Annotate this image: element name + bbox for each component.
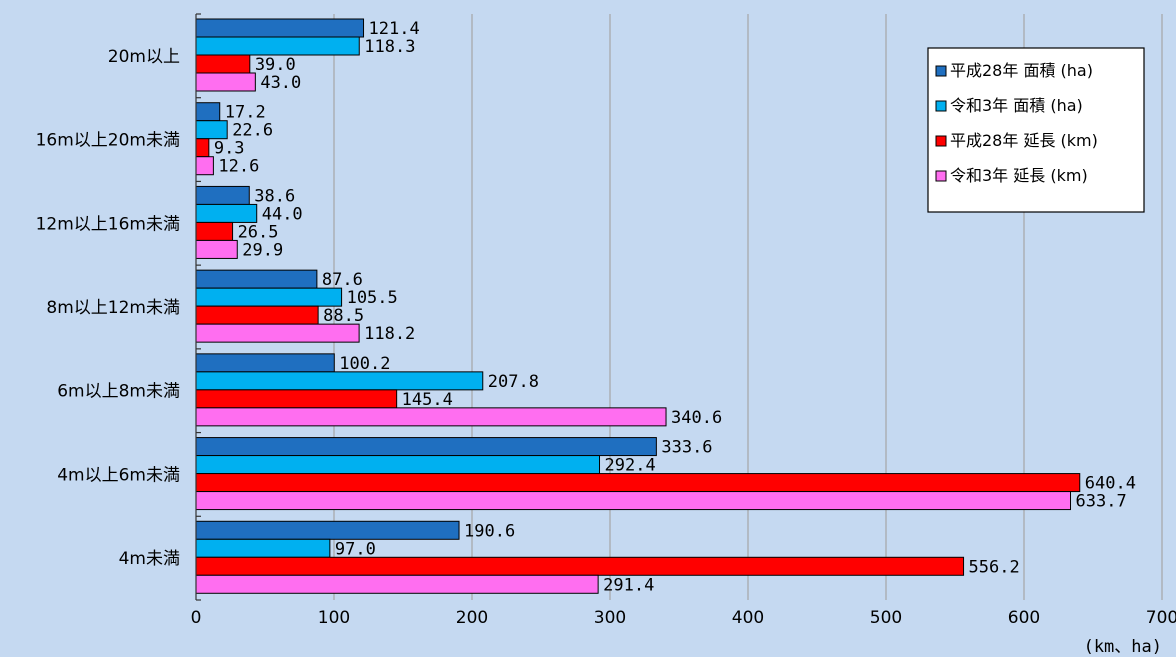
bar-2-0 — [196, 186, 249, 204]
data-label-0-3: 43.0 — [260, 73, 301, 93]
bar-1-2 — [196, 139, 209, 157]
bar-6-1 — [196, 539, 330, 557]
bar-0-3 — [196, 73, 255, 91]
bar-3-2 — [196, 306, 318, 324]
data-label-6-0: 190.6 — [464, 521, 515, 541]
bar-6-2 — [196, 557, 964, 575]
data-label-6-1: 97.0 — [335, 539, 376, 559]
legend-swatch-0 — [936, 66, 946, 76]
category-label: 4m以上6m未満 — [57, 465, 180, 485]
category-label: 4m未満 — [119, 549, 180, 569]
data-label-6-2: 556.2 — [969, 557, 1020, 577]
x-tick-label-300: 300 — [594, 608, 626, 628]
data-label-3-0: 87.6 — [322, 270, 363, 290]
bar-2-2 — [196, 222, 233, 240]
data-label-6-3: 291.4 — [603, 575, 654, 595]
data-label-4-1: 207.8 — [488, 372, 539, 392]
bar-1-3 — [196, 157, 213, 175]
data-label-3-3: 118.2 — [364, 324, 415, 344]
bar-5-3 — [196, 492, 1071, 510]
legend-label-0: 平成28年 面積 (ha) — [950, 61, 1093, 80]
bar-4-1 — [196, 372, 483, 390]
data-label-2-0: 38.6 — [254, 186, 295, 206]
bar-0-1 — [196, 37, 359, 55]
x-tick-label-400: 400 — [732, 608, 764, 628]
bar-4-2 — [196, 390, 397, 408]
data-label-5-3: 633.7 — [1076, 492, 1127, 512]
data-label-2-2: 26.5 — [238, 222, 279, 242]
x-tick-label-600: 600 — [1008, 608, 1040, 628]
x-tick-label-200: 200 — [456, 608, 488, 628]
bar-0-0 — [196, 19, 364, 37]
data-label-5-1: 292.4 — [605, 456, 656, 476]
legend-swatch-2 — [936, 136, 946, 146]
bar-6-3 — [196, 575, 598, 593]
category-label: 20m以上 — [108, 47, 180, 67]
bar-5-1 — [196, 456, 600, 474]
data-label-0-1: 118.3 — [364, 37, 415, 57]
data-label-3-2: 88.5 — [323, 306, 364, 326]
bar-3-3 — [196, 324, 359, 342]
bar-5-0 — [196, 438, 656, 456]
data-label-2-1: 44.0 — [262, 204, 303, 224]
data-label-5-2: 640.4 — [1085, 474, 1136, 494]
category-label: 12m以上16m未満 — [36, 214, 180, 234]
category-label: 8m以上12m未満 — [46, 298, 180, 318]
bar-1-1 — [196, 121, 227, 139]
x-tick-label-0: 0 — [191, 608, 202, 628]
data-label-4-3: 340.6 — [671, 408, 722, 428]
x-tick-label-700: 700 — [1146, 608, 1176, 628]
legend-label-2: 平成28年 延長 (km) — [950, 131, 1098, 150]
x-axis-unit: (km、ha) — [1084, 637, 1162, 657]
bar-4-0 — [196, 354, 334, 372]
category-label: 16m以上20m未満 — [36, 131, 180, 151]
bar-2-3 — [196, 240, 237, 258]
data-label-0-2: 39.0 — [255, 55, 296, 75]
x-tick-label-100: 100 — [318, 608, 350, 628]
legend-label-3: 令和3年 延長 (km) — [950, 166, 1088, 185]
data-label-1-0: 17.2 — [225, 103, 266, 123]
data-label-1-1: 22.6 — [232, 121, 273, 141]
bar-4-3 — [196, 408, 666, 426]
data-label-1-2: 9.3 — [214, 139, 245, 159]
bar-3-0 — [196, 270, 317, 288]
data-label-4-0: 100.2 — [339, 354, 390, 374]
bar-5-2 — [196, 474, 1080, 492]
x-tick-label-500: 500 — [870, 608, 902, 628]
category-label: 6m以上8m未満 — [57, 382, 180, 402]
bar-0-2 — [196, 55, 250, 73]
data-label-2-3: 29.9 — [242, 240, 283, 260]
legend-swatch-3 — [936, 171, 946, 181]
legend-label-1: 令和3年 面積 (ha) — [950, 96, 1083, 115]
data-label-3-1: 105.5 — [347, 288, 398, 308]
bar-1-0 — [196, 103, 220, 121]
legend-swatch-1 — [936, 101, 946, 111]
bar-6-0 — [196, 521, 459, 539]
data-label-0-0: 121.4 — [369, 19, 420, 39]
data-label-4-2: 145.4 — [402, 390, 453, 410]
bar-2-1 — [196, 204, 257, 222]
data-label-5-0: 333.6 — [661, 438, 712, 458]
data-label-1-3: 12.6 — [218, 157, 259, 177]
bar-3-1 — [196, 288, 342, 306]
